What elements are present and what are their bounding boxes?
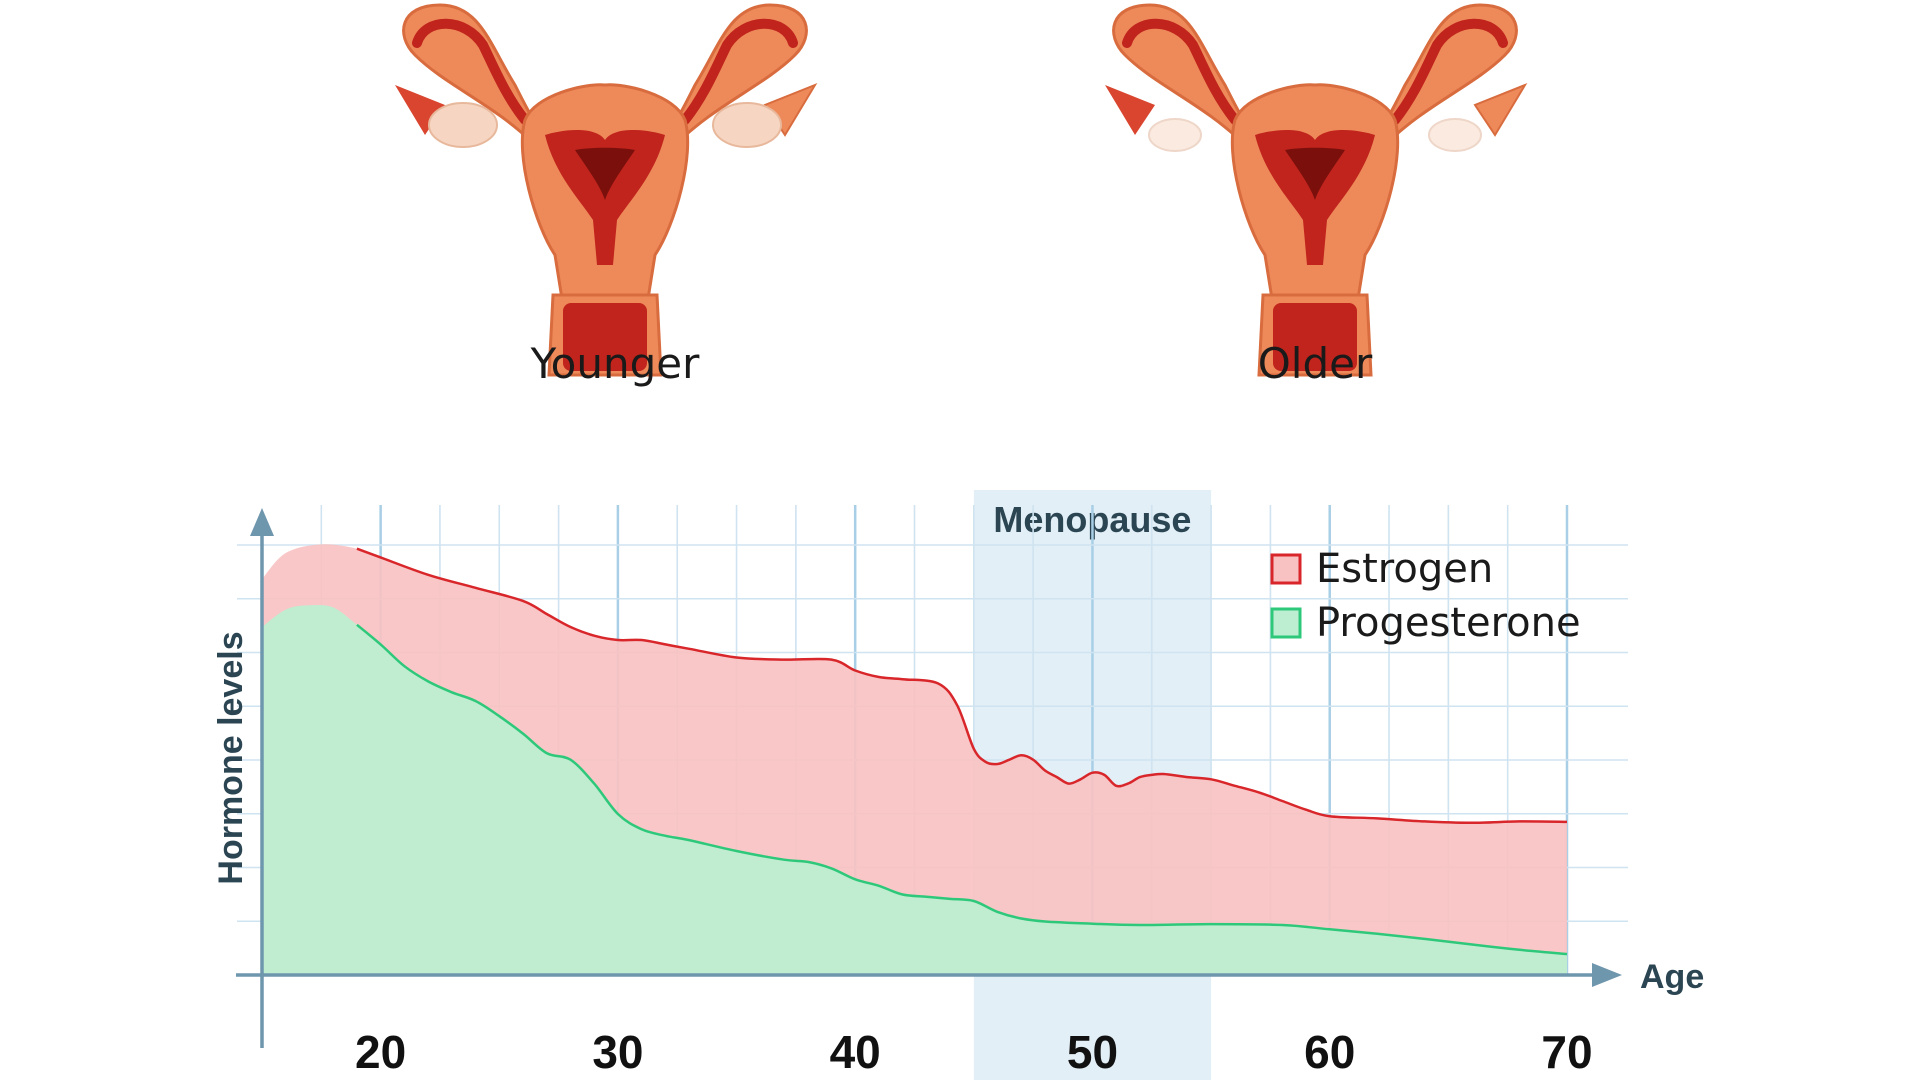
y-axis-arrow-icon bbox=[250, 508, 274, 536]
estrogen-line bbox=[356, 547, 1568, 825]
illustration-label-older: Older bbox=[1258, 339, 1373, 388]
ovary-right-younger bbox=[712, 102, 782, 148]
x-axis-arrow-icon bbox=[1592, 963, 1622, 987]
x-axis-label: Age bbox=[1640, 958, 1704, 996]
x-tick-label: 20 bbox=[355, 1026, 406, 1078]
ovary-left-older bbox=[1148, 118, 1202, 152]
legend-swatch-estrogen bbox=[1270, 553, 1302, 585]
x-tick-label: 30 bbox=[592, 1026, 643, 1078]
x-tick-label: 70 bbox=[1541, 1026, 1592, 1078]
hormone-chart: Menopause 20 30 40 50 60 70 Age Hormone level… bbox=[212, 490, 1704, 1080]
legend-label-estrogen: Estrogen bbox=[1316, 546, 1493, 592]
uterus-illustration-younger bbox=[395, 5, 815, 375]
ovary-left-younger bbox=[428, 102, 498, 148]
x-tick-label: 50 bbox=[1067, 1026, 1118, 1078]
illustration-label-younger: Younger bbox=[530, 339, 701, 388]
y-axis-label: Hormone levels bbox=[212, 631, 250, 884]
ovary-right-older bbox=[1428, 118, 1482, 152]
x-tick-label: 40 bbox=[830, 1026, 881, 1078]
legend: Estrogen Progesterone bbox=[1270, 546, 1581, 646]
legend-label-progesterone: Progesterone bbox=[1316, 600, 1581, 646]
progesterone-area bbox=[262, 604, 1567, 975]
legend-swatch-progesterone bbox=[1270, 607, 1302, 639]
uterus-illustration-older bbox=[1105, 5, 1525, 375]
progesterone-line bbox=[356, 623, 1568, 956]
x-tick-label: 60 bbox=[1304, 1026, 1355, 1078]
chart-axes bbox=[236, 508, 1622, 1048]
x-tick-labels: 20 30 40 50 60 70 bbox=[355, 1026, 1593, 1078]
